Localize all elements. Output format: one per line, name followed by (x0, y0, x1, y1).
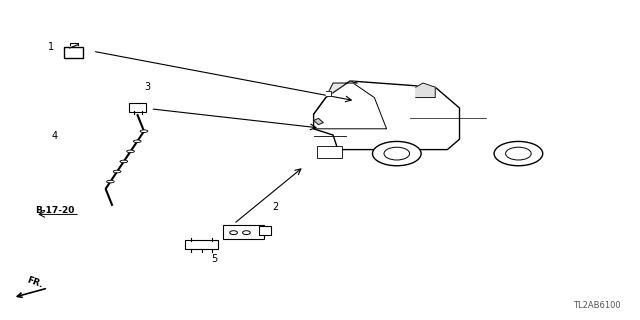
FancyBboxPatch shape (317, 146, 342, 158)
Polygon shape (326, 92, 331, 96)
FancyBboxPatch shape (65, 47, 83, 58)
Text: 2: 2 (272, 202, 278, 212)
Ellipse shape (134, 140, 141, 143)
Polygon shape (326, 81, 357, 98)
Text: FR.: FR. (26, 276, 44, 290)
Text: 1: 1 (48, 42, 54, 52)
Circle shape (230, 231, 237, 235)
FancyBboxPatch shape (259, 226, 271, 235)
Text: B-17-20: B-17-20 (35, 206, 75, 215)
Circle shape (506, 147, 531, 160)
Circle shape (384, 147, 410, 160)
Text: 4: 4 (51, 131, 58, 141)
Ellipse shape (106, 180, 114, 183)
Ellipse shape (113, 170, 121, 173)
Ellipse shape (127, 150, 134, 153)
Text: 5: 5 (211, 254, 218, 264)
Polygon shape (314, 118, 323, 124)
Circle shape (494, 141, 543, 166)
Circle shape (372, 141, 421, 166)
FancyBboxPatch shape (129, 103, 146, 112)
Text: TL2AB6100: TL2AB6100 (573, 301, 621, 310)
Ellipse shape (140, 130, 148, 132)
Ellipse shape (120, 160, 128, 163)
Polygon shape (314, 81, 460, 150)
FancyBboxPatch shape (185, 241, 218, 249)
Circle shape (243, 231, 250, 235)
Text: 3: 3 (144, 82, 150, 92)
Polygon shape (416, 83, 435, 98)
FancyBboxPatch shape (223, 225, 264, 239)
